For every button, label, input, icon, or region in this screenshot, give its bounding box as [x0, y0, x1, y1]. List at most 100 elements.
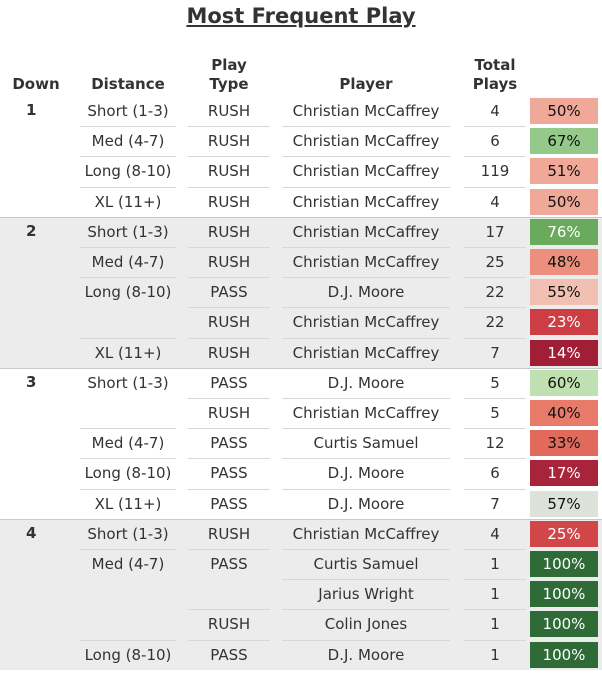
- header-down: Down: [12, 75, 60, 93]
- row-divider: [188, 337, 270, 339]
- row-divider: [188, 458, 270, 460]
- table-row: Long (8-10) RUSH Christian McCaffrey 119 51%: [74, 156, 602, 186]
- play-type-cell: RUSH: [207, 192, 251, 211]
- player-cell: D.J. Moore: [327, 494, 405, 513]
- row-divider: [80, 126, 176, 128]
- total-plays-cell: 6: [490, 132, 500, 151]
- distance-cell: Med (4-7): [91, 132, 165, 151]
- table-row: Med (4-7) RUSH Christian McCaffrey 6 67%: [74, 126, 602, 156]
- row-divider: [464, 458, 526, 460]
- player-cell: Christian McCaffrey: [292, 132, 440, 151]
- distance-cell: [80, 398, 176, 428]
- success-pct-cell: 67%: [530, 128, 598, 155]
- player-cell: Curtis Samuel: [313, 434, 419, 453]
- row-divider: [282, 156, 450, 158]
- success-pct-cell: 51%: [530, 158, 598, 185]
- distance-cell: Long (8-10): [84, 283, 172, 302]
- success-pct-cell: 48%: [530, 249, 598, 275]
- player-cell: Jarius Wright: [318, 585, 414, 604]
- row-divider: [464, 277, 526, 279]
- table-row: RUSH Christian McCaffrey 22 23%: [74, 307, 602, 337]
- play-type-cell: PASS: [210, 645, 248, 664]
- row-divider: [464, 337, 526, 339]
- player-cell: Christian McCaffrey: [292, 313, 440, 332]
- success-pct-cell: 40%: [530, 400, 598, 426]
- row-divider: [464, 639, 526, 641]
- player-cell: Christian McCaffrey: [292, 192, 440, 211]
- play-type-cell: RUSH: [207, 524, 251, 543]
- down-label: 4: [26, 523, 37, 542]
- player-cell: Colin Jones: [324, 615, 408, 634]
- total-plays-cell: 22: [485, 313, 505, 332]
- row-divider: [188, 156, 270, 158]
- play-type-cell: PASS: [210, 464, 248, 483]
- header-total-line1: Total: [474, 56, 516, 74]
- total-plays-cell: 1: [490, 555, 500, 573]
- row-divider: [282, 488, 450, 490]
- play-type-cell: PASS: [210, 434, 248, 453]
- success-pct-cell: 57%: [530, 490, 598, 517]
- play-type-cell: RUSH: [207, 313, 251, 332]
- total-plays-cell: 1: [490, 615, 500, 634]
- success-pct-cell: 25%: [530, 520, 598, 547]
- total-plays-cell: 119: [480, 162, 510, 181]
- row-divider: [464, 126, 526, 128]
- table-row: Long (8-10) PASS D.J. Moore 1 100%: [74, 640, 602, 670]
- play-type-cell: RUSH: [207, 404, 251, 422]
- row-divider: [464, 579, 526, 581]
- down-label: 2: [26, 221, 37, 240]
- row-divider: [80, 639, 176, 641]
- row-divider: [80, 458, 176, 460]
- distance-cell: Med (4-7): [91, 253, 165, 271]
- row-divider: [188, 126, 270, 128]
- row-divider: [80, 337, 176, 339]
- row-divider: [282, 277, 450, 279]
- group-divider: [0, 518, 602, 520]
- row-divider: [282, 458, 450, 460]
- header-total-line2: Plays: [472, 75, 518, 93]
- success-pct-cell: 55%: [530, 279, 598, 306]
- play-type-cell: [188, 579, 270, 609]
- header-player: Player: [339, 75, 393, 93]
- success-pct-cell: 17%: [530, 460, 598, 487]
- player-cell: Christian McCaffrey: [292, 162, 440, 181]
- player-cell: Christian McCaffrey: [292, 102, 440, 120]
- table-row: XL (11+) PASS D.J. Moore 7 57%: [74, 489, 602, 519]
- row-divider: [80, 428, 176, 430]
- table-row: Long (8-10) PASS D.J. Moore 22 55%: [74, 277, 602, 307]
- distance-cell: [80, 307, 176, 337]
- row-divider: [464, 186, 526, 188]
- distance-cell: Short (1-3): [87, 222, 169, 241]
- total-plays-cell: 17: [485, 222, 505, 241]
- row-divider: [282, 126, 450, 128]
- distance-cell: XL (11+): [94, 494, 162, 513]
- total-plays-cell: 1: [490, 585, 500, 604]
- row-divider: [282, 337, 450, 339]
- row-divider: [282, 186, 450, 188]
- total-plays-cell: 25: [485, 253, 505, 271]
- row-divider: [282, 639, 450, 641]
- row-divider: [188, 186, 270, 188]
- row-divider: [464, 488, 526, 490]
- total-plays-cell: 22: [485, 283, 505, 302]
- row-divider: [188, 247, 270, 248]
- distance-cell: [80, 609, 176, 639]
- row-divider: [282, 307, 450, 309]
- success-pct-cell: 100%: [530, 581, 598, 608]
- row-divider: [282, 428, 450, 430]
- distance-cell: Med (4-7): [91, 555, 165, 573]
- player-cell: Curtis Samuel: [313, 555, 419, 573]
- total-plays-cell: 4: [490, 102, 500, 120]
- success-pct-cell: 50%: [530, 188, 598, 215]
- distance-cell: XL (11+): [94, 343, 162, 362]
- row-divider: [188, 488, 270, 490]
- row-divider: [80, 156, 176, 158]
- header-distance: Distance: [91, 75, 165, 93]
- distance-cell: Short (1-3): [87, 102, 169, 120]
- header-play-type-line2: Type: [209, 75, 249, 93]
- table-row: Med (4-7) RUSH Christian McCaffrey 25 48%: [74, 247, 602, 277]
- row-divider: [188, 609, 270, 611]
- total-plays-cell: 7: [490, 343, 500, 362]
- player-cell: D.J. Moore: [327, 464, 405, 483]
- total-plays-cell: 4: [490, 192, 500, 211]
